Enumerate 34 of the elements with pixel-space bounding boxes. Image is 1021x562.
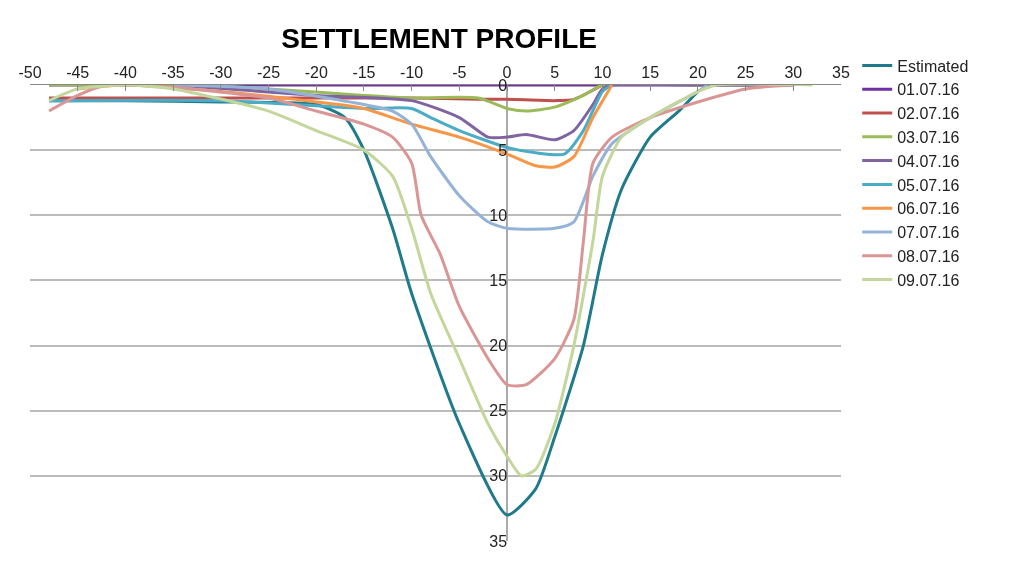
x-tick-label: 35 [832, 63, 850, 81]
legend-label: 06.07.16 [897, 200, 960, 218]
legend-label: 02.07.16 [897, 105, 960, 123]
x-tick-label: 5 [550, 63, 560, 81]
x-tick-label: -45 [66, 63, 90, 81]
x-tick-label: -30 [209, 63, 233, 81]
x-tick-label: 10 [593, 63, 612, 81]
x-tick-label: -50 [18, 63, 42, 81]
x-tick-label: -5 [452, 63, 467, 81]
x-tick-label: 20 [688, 63, 707, 81]
x-tick-label: -35 [161, 63, 185, 81]
legend-label: 09.07.16 [897, 271, 960, 289]
legend-label: 07.07.16 [897, 224, 960, 242]
legend-label: Estimated [897, 57, 969, 75]
x-tick-label: -10 [400, 63, 424, 81]
x-tick-label: -20 [304, 63, 328, 81]
legend-label: 05.07.16 [897, 176, 960, 194]
x-tick-label: 30 [784, 63, 803, 81]
x-tick-label: -25 [256, 63, 281, 81]
y-tick-label: 25 [489, 402, 508, 420]
legend-label: 01.07.16 [897, 81, 960, 99]
legend-label: 03.07.16 [897, 129, 960, 147]
legend-label: 08.07.16 [897, 248, 960, 266]
y-tick-label: 15 [489, 272, 508, 290]
y-tick-label: 20 [489, 337, 508, 355]
x-tick-label: -15 [352, 63, 376, 81]
chart-title: SETTLEMENT PROFILE [281, 22, 597, 54]
y-tick-label: 10 [489, 206, 508, 224]
x-tick-label: 15 [641, 63, 660, 81]
y-tick-label: 30 [489, 467, 508, 485]
x-tick-label: -40 [113, 63, 138, 81]
y-tick-label: 35 [489, 532, 508, 550]
x-tick-label: 25 [736, 63, 755, 81]
legend-label: 04.07.16 [897, 152, 960, 170]
